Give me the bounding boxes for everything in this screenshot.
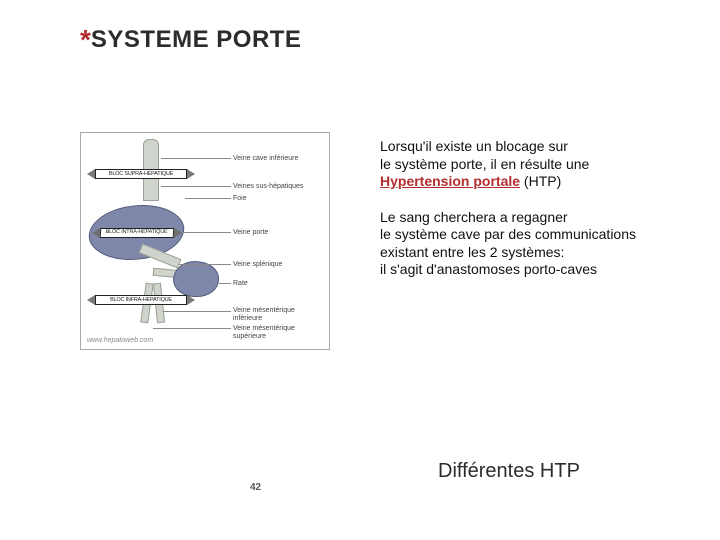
slide-title: *SYSTEME PORTE — [80, 24, 301, 56]
paragraph-1: Lorsqu'il existe un blocage sur le systè… — [380, 138, 720, 191]
label-vsh: Veines sus-hépatiques — [233, 183, 303, 191]
title-text: SYSTEME PORTE — [91, 26, 302, 53]
label-vci: Veine cave inférieure — [233, 155, 298, 163]
ribbon-infra: BLOC INFRA-HEPATIQUE — [87, 295, 195, 305]
p1-line1: Lorsqu'il existe un blocage sur — [380, 138, 568, 154]
p2-line4: il s'agit d'anastomoses porto-caves — [380, 261, 597, 277]
subtitle: Différentes HTP — [438, 460, 580, 483]
p2-line1: Le sang cherchera a regagner — [380, 209, 568, 225]
label-foie: Foie — [233, 195, 247, 203]
diagram-credit: www.hepatoweb.com — [87, 337, 153, 345]
label-vms: Veine mésentérique supérieure — [233, 325, 295, 340]
label-vmi: Veine mésentérique inférieure — [233, 307, 295, 322]
page-number: 42 — [250, 482, 261, 493]
spleen-shape — [173, 261, 219, 297]
p1-line2: le système porte, il en résulte une — [380, 156, 589, 172]
ribbon-supra-label: BLOC SUPRA-HEPATIQUE — [95, 169, 187, 179]
ribbon-intra: BLOC INTRA-HEPATIQUE — [91, 228, 182, 238]
label-vp: Veine porte — [233, 229, 268, 237]
body-text: Lorsqu'il existe un blocage sur le systè… — [380, 138, 720, 297]
p1-htp: Hypertension portale — [380, 173, 520, 189]
ribbon-infra-label: BLOC INFRA-HEPATIQUE — [95, 295, 187, 305]
paragraph-2: Le sang cherchera a regagner le système … — [380, 209, 720, 279]
anatomy-diagram: BLOC SUPRA-HEPATIQUE BLOC INTRA-HEPATIQU… — [80, 132, 330, 350]
ribbon-supra: BLOC SUPRA-HEPATIQUE — [87, 169, 195, 179]
p2-line3: existant entre les 2 systèmes: — [380, 244, 564, 260]
title-asterisk: * — [80, 24, 91, 55]
p2-line2: le système cave par des communications — [380, 226, 636, 242]
ribbon-intra-label: BLOC INTRA-HEPATIQUE — [99, 228, 174, 238]
p1-htp-tail: (HTP) — [520, 173, 561, 189]
label-vs: Veine splénique — [233, 261, 282, 269]
label-rate: Rate — [233, 280, 248, 288]
liver-shape: BLOC INTRA-HEPATIQUE — [87, 205, 186, 260]
